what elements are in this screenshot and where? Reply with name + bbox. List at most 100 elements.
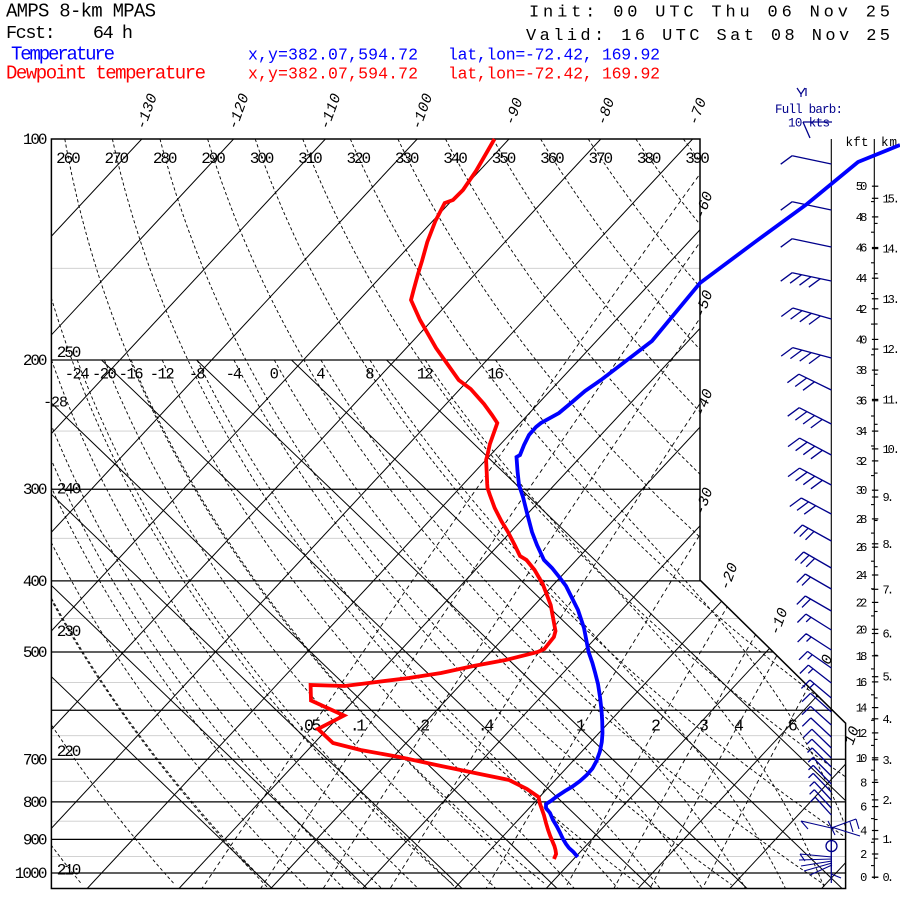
svg-text:200: 200: [23, 352, 48, 370]
svg-text:14.: 14.: [883, 243, 900, 257]
svg-text:-20: -20: [92, 366, 117, 384]
svg-text:.4: .4: [478, 717, 494, 736]
svg-text:4: 4: [316, 366, 325, 384]
svg-text:210: 210: [57, 862, 82, 880]
svg-text:2: 2: [651, 717, 661, 736]
svg-text:500: 500: [23, 644, 48, 662]
svg-text:38: 38: [856, 364, 868, 378]
svg-text:400: 400: [23, 573, 48, 591]
svg-text:44: 44: [856, 272, 868, 286]
svg-text:6: 6: [788, 717, 798, 736]
svg-text:18: 18: [856, 650, 868, 664]
svg-text:-12: -12: [150, 366, 175, 384]
svg-text:380: 380: [637, 150, 662, 168]
svg-text:.2: .2: [414, 717, 430, 736]
svg-text:310: 310: [298, 150, 323, 168]
svg-text:300: 300: [23, 481, 48, 499]
svg-text:1.: 1.: [883, 833, 895, 847]
svg-text:3: 3: [699, 717, 709, 736]
svg-text:300: 300: [250, 150, 275, 168]
svg-text:Dewpoint temperature: Dewpoint temperature: [6, 63, 206, 85]
svg-text:kft: kft: [846, 136, 869, 150]
svg-text:16: 16: [487, 366, 504, 384]
svg-text:0: 0: [860, 871, 867, 885]
svg-text:6: 6: [860, 801, 867, 815]
svg-text:36: 36: [856, 395, 868, 409]
svg-text:10.: 10.: [883, 443, 900, 457]
svg-text:12: 12: [856, 727, 868, 741]
svg-text:12.: 12.: [883, 343, 900, 357]
svg-text:14: 14: [856, 702, 868, 716]
svg-text:350: 350: [492, 150, 517, 168]
svg-text:AMPS 8-km MPAS: AMPS 8-km MPAS: [6, 1, 156, 23]
svg-text:34: 34: [856, 425, 868, 439]
svg-text:8: 8: [365, 366, 374, 384]
svg-text:12: 12: [417, 366, 434, 384]
svg-text:330: 330: [395, 150, 420, 168]
svg-text:5.: 5.: [883, 671, 895, 685]
svg-text:700: 700: [23, 751, 48, 769]
svg-text:32: 32: [856, 455, 868, 469]
svg-text:26: 26: [856, 541, 868, 555]
svg-text:280: 280: [153, 150, 178, 168]
svg-text:8: 8: [860, 776, 867, 790]
svg-text:-8: -8: [189, 366, 206, 384]
svg-text:10 kts: 10 kts: [788, 117, 830, 131]
svg-text:0: 0: [270, 366, 279, 384]
svg-text:1000: 1000: [15, 865, 48, 883]
svg-text:46: 46: [856, 242, 868, 256]
svg-text:100: 100: [23, 131, 48, 149]
svg-text:24: 24: [856, 569, 868, 583]
svg-text:1: 1: [576, 717, 586, 736]
svg-text:11.: 11.: [883, 393, 900, 407]
svg-text:900: 900: [23, 831, 48, 849]
svg-text:230: 230: [57, 623, 82, 641]
svg-text:340: 340: [443, 150, 468, 168]
svg-text:x,y=382.07,594.72: x,y=382.07,594.72: [248, 65, 418, 84]
svg-text:50: 50: [856, 180, 868, 194]
svg-text:260: 260: [56, 150, 81, 168]
svg-text:lat,lon=-72.42, 169.92: lat,lon=-72.42, 169.92: [448, 65, 660, 84]
svg-text:20: 20: [856, 623, 868, 637]
svg-text:9.: 9.: [883, 491, 895, 505]
svg-text:800: 800: [23, 794, 48, 812]
svg-text:x,y=382.07,594.72: x,y=382.07,594.72: [248, 46, 418, 65]
svg-text:320: 320: [347, 150, 372, 168]
svg-text:6.: 6.: [883, 628, 895, 642]
svg-text:-4: -4: [226, 366, 243, 384]
svg-text:Full barb:: Full barb:: [775, 103, 843, 117]
svg-text:48: 48: [856, 211, 868, 225]
svg-text:2: 2: [860, 848, 867, 862]
svg-text:220: 220: [57, 743, 82, 761]
svg-text:2.: 2.: [883, 794, 895, 808]
svg-text:28: 28: [856, 513, 868, 527]
svg-text:8.: 8.: [883, 538, 895, 552]
svg-text:30: 30: [856, 484, 868, 498]
svg-text:.05: .05: [297, 717, 322, 736]
svg-text:4.: 4.: [883, 713, 895, 727]
svg-text:42: 42: [856, 303, 868, 317]
svg-text:3.: 3.: [883, 754, 895, 768]
svg-text:-16: -16: [119, 366, 144, 384]
svg-text:4: 4: [860, 825, 867, 839]
svg-text:22: 22: [856, 596, 868, 610]
svg-text:390: 390: [685, 150, 710, 168]
svg-text:Fcst: 64 h: Fcst: 64 h: [6, 23, 133, 44]
svg-text:7.: 7.: [883, 583, 895, 597]
svg-text:360: 360: [540, 150, 565, 168]
svg-text:Valid: 16 UTC Sat 08 Nov 25: Valid: 16 UTC Sat 08 Nov 25: [526, 27, 890, 46]
svg-text:-24: -24: [65, 366, 90, 384]
svg-text:lat,lon=-72.42, 169.92: lat,lon=-72.42, 169.92: [448, 46, 660, 65]
svg-text:15.: 15.: [883, 192, 900, 206]
svg-text:290: 290: [201, 150, 226, 168]
svg-text:.1: .1: [350, 717, 366, 736]
svg-text:4: 4: [734, 717, 744, 736]
svg-text:16: 16: [856, 676, 868, 690]
svg-text:40: 40: [856, 333, 868, 347]
svg-text:0.: 0.: [883, 871, 895, 885]
svg-text:10: 10: [856, 752, 868, 766]
svg-text:270: 270: [105, 150, 130, 168]
svg-text:240: 240: [57, 481, 82, 499]
svg-text:250: 250: [57, 344, 82, 362]
svg-text:-28: -28: [43, 395, 68, 412]
